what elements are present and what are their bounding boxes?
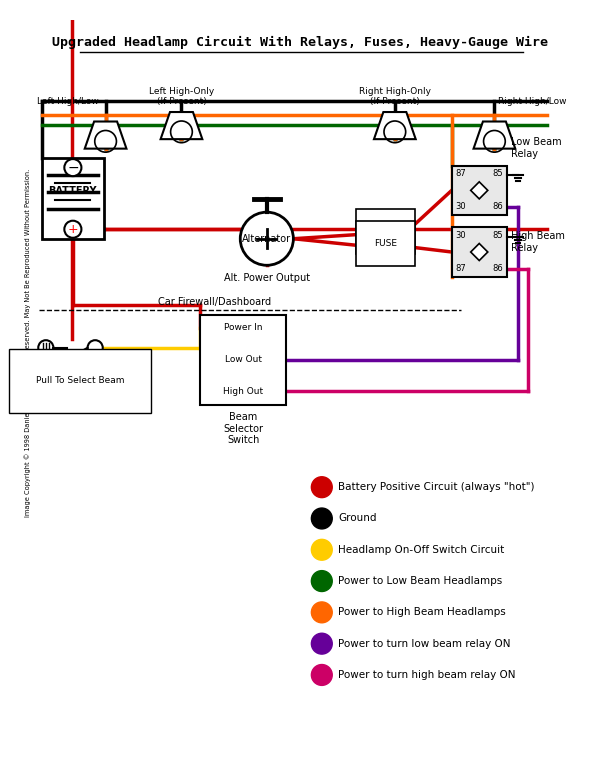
- Text: Alt. Power Output: Alt. Power Output: [224, 273, 310, 283]
- Text: High Out: High Out: [223, 387, 263, 396]
- Circle shape: [64, 159, 82, 176]
- Text: 30: 30: [455, 202, 466, 212]
- Polygon shape: [473, 122, 515, 148]
- Polygon shape: [471, 244, 488, 260]
- Circle shape: [311, 571, 332, 591]
- Circle shape: [311, 476, 332, 498]
- Text: 85: 85: [493, 170, 503, 179]
- Bar: [452, 228, 507, 277]
- Text: 86: 86: [492, 202, 503, 212]
- Text: FUSE: FUSE: [374, 239, 397, 248]
- Circle shape: [311, 540, 332, 560]
- Text: Battery Positive Circuit (always "hot"): Battery Positive Circuit (always "hot"): [338, 482, 535, 492]
- Bar: [42, 158, 104, 239]
- Text: 87: 87: [455, 264, 466, 273]
- Text: Power to Low Beam Headlamps: Power to Low Beam Headlamps: [338, 576, 502, 586]
- Text: Upgraded Headlamp Circuit With Relays, Fuses, Heavy-Gauge Wire: Upgraded Headlamp Circuit With Relays, F…: [52, 36, 548, 49]
- Text: −: −: [67, 161, 79, 174]
- Text: Image Copyright © 1998 Daniel Stern. All Rights Reserved. May Not Be Reproduced : Image Copyright © 1998 Daniel Stern. All…: [25, 169, 31, 517]
- Text: Alternator: Alternator: [242, 234, 292, 244]
- Text: 87: 87: [455, 170, 466, 179]
- Text: Ground: Ground: [338, 514, 376, 524]
- Text: BATTERY: BATTERY: [49, 186, 97, 196]
- Text: 85: 85: [493, 231, 503, 240]
- Circle shape: [311, 633, 332, 654]
- Text: Left High/Low: Left High/Low: [37, 97, 98, 106]
- Text: FUSE: FUSE: [374, 227, 397, 236]
- Circle shape: [64, 221, 82, 237]
- Text: Left High-Only
(If Present): Left High-Only (If Present): [149, 87, 214, 106]
- Text: High Beam
Relay: High Beam Relay: [511, 231, 565, 253]
- Text: Pull To Select Beam: Pull To Select Beam: [36, 377, 124, 386]
- Text: Power to turn high beam relay ON: Power to turn high beam relay ON: [338, 670, 515, 680]
- Bar: [200, 314, 286, 405]
- Circle shape: [38, 340, 53, 355]
- Polygon shape: [374, 112, 416, 139]
- Circle shape: [240, 212, 293, 266]
- Polygon shape: [471, 182, 488, 199]
- Text: Low Beam
Relay: Low Beam Relay: [511, 138, 561, 159]
- Text: 30: 30: [455, 231, 466, 240]
- Circle shape: [88, 340, 103, 355]
- Polygon shape: [161, 112, 202, 139]
- Circle shape: [311, 602, 332, 622]
- Text: Headlamp On-Off Switch: Headlamp On-Off Switch: [14, 360, 127, 369]
- Text: Car Firewall/Dashboard: Car Firewall/Dashboard: [158, 297, 271, 307]
- Text: Power to turn low beam relay ON: Power to turn low beam relay ON: [338, 638, 511, 648]
- Circle shape: [311, 508, 332, 529]
- Text: Headlamp On-Off Switch Circuit: Headlamp On-Off Switch Circuit: [338, 545, 504, 555]
- Text: Low Out: Low Out: [224, 355, 262, 364]
- Text: +: +: [68, 223, 78, 236]
- Text: Power to High Beam Headlamps: Power to High Beam Headlamps: [338, 607, 506, 617]
- Text: Beam
Selector
Switch: Beam Selector Switch: [223, 412, 263, 445]
- Circle shape: [311, 664, 332, 686]
- Text: Right High/Low: Right High/Low: [498, 97, 566, 106]
- Text: 86: 86: [492, 264, 503, 273]
- Text: Right High-Only
(If Present): Right High-Only (If Present): [359, 87, 431, 106]
- Text: Power In: Power In: [224, 323, 262, 333]
- Polygon shape: [85, 122, 127, 148]
- Bar: [452, 166, 507, 215]
